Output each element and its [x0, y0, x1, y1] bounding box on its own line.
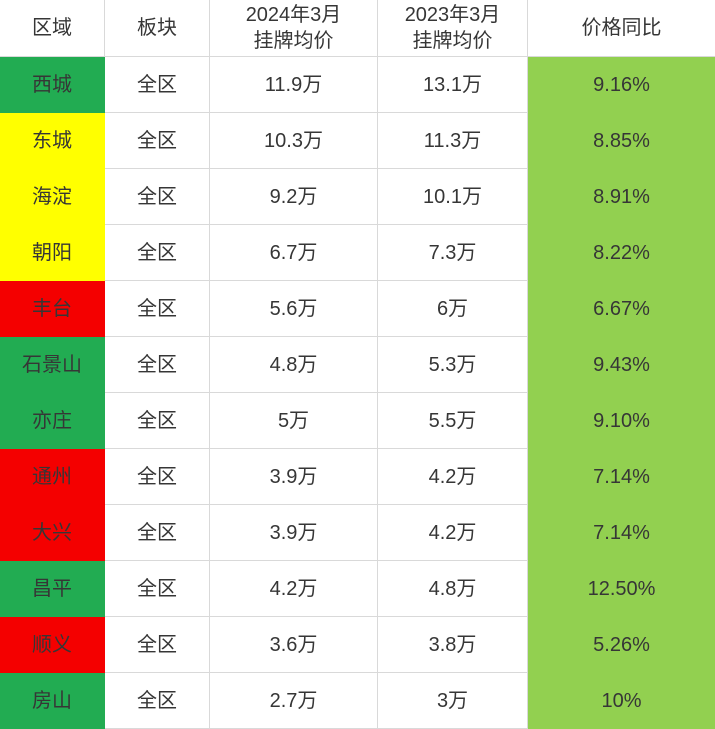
section-cell: 全区: [105, 449, 210, 505]
table-row: 西城 全区 11.9万 13.1万 9.16%: [0, 57, 715, 113]
price-2024-cell: 3.9万: [210, 449, 378, 505]
table-row: 海淀 全区 9.2万 10.1万 8.91%: [0, 169, 715, 225]
table-row: 大兴 全区 3.9万 4.2万 7.14%: [0, 505, 715, 561]
price-2023-cell: 4.2万: [378, 505, 528, 561]
yoy-cell: 7.14%: [528, 505, 715, 561]
price-2023-cell: 4.8万: [378, 561, 528, 617]
table-row: 朝阳 全区 6.7万 7.3万 8.22%: [0, 225, 715, 281]
yoy-cell: 8.85%: [528, 113, 715, 169]
price-2023-cell: 5.3万: [378, 337, 528, 393]
price-2023-cell: 7.3万: [378, 225, 528, 281]
section-cell: 全区: [105, 225, 210, 281]
table-row: 东城 全区 10.3万 11.3万 8.85%: [0, 113, 715, 169]
district-cell: 朝阳: [0, 225, 105, 281]
section-cell: 全区: [105, 57, 210, 113]
section-cell: 全区: [105, 169, 210, 225]
price-2024-cell: 6.7万: [210, 225, 378, 281]
table-row: 顺义 全区 3.6万 3.8万 5.26%: [0, 617, 715, 673]
price-2023-cell: 4.2万: [378, 449, 528, 505]
yoy-cell: 9.10%: [528, 393, 715, 449]
price-2023-cell: 6万: [378, 281, 528, 337]
header-district: 区域: [0, 0, 105, 57]
header-row: 区域 板块 2024年3月 挂牌均价 2023年3月 挂牌均价 价格同比: [0, 0, 715, 57]
header-yoy: 价格同比: [528, 0, 715, 57]
district-cell: 通州: [0, 449, 105, 505]
table-row: 昌平 全区 4.2万 4.8万 12.50%: [0, 561, 715, 617]
yoy-cell: 8.91%: [528, 169, 715, 225]
price-2023-cell: 3.8万: [378, 617, 528, 673]
price-2023-cell: 11.3万: [378, 113, 528, 169]
section-cell: 全区: [105, 113, 210, 169]
yoy-cell: 8.22%: [528, 225, 715, 281]
table-row: 通州 全区 3.9万 4.2万 7.14%: [0, 449, 715, 505]
header-section: 板块: [105, 0, 210, 57]
yoy-cell: 9.16%: [528, 57, 715, 113]
yoy-cell: 6.67%: [528, 281, 715, 337]
price-2024-cell: 4.2万: [210, 561, 378, 617]
table-row: 丰台 全区 5.6万 6万 6.67%: [0, 281, 715, 337]
price-2024-cell: 3.9万: [210, 505, 378, 561]
table-body: 西城 全区 11.9万 13.1万 9.16% 东城 全区 10.3万 11.3…: [0, 57, 715, 729]
price-2024-cell: 11.9万: [210, 57, 378, 113]
section-cell: 全区: [105, 281, 210, 337]
district-cell: 大兴: [0, 505, 105, 561]
price-2024-cell: 9.2万: [210, 169, 378, 225]
table-row: 房山 全区 2.7万 3万 10%: [0, 673, 715, 729]
district-cell: 丰台: [0, 281, 105, 337]
section-cell: 全区: [105, 673, 210, 729]
price-2024-cell: 10.3万: [210, 113, 378, 169]
price-2024-cell: 3.6万: [210, 617, 378, 673]
price-2024-cell: 4.8万: [210, 337, 378, 393]
yoy-cell: 10%: [528, 673, 715, 729]
price-2024-cell: 5万: [210, 393, 378, 449]
price-2023-cell: 10.1万: [378, 169, 528, 225]
district-cell: 石景山: [0, 337, 105, 393]
district-cell: 东城: [0, 113, 105, 169]
table-row: 亦庄 全区 5万 5.5万 9.10%: [0, 393, 715, 449]
yoy-cell: 9.43%: [528, 337, 715, 393]
yoy-cell: 7.14%: [528, 449, 715, 505]
section-cell: 全区: [105, 617, 210, 673]
section-cell: 全区: [105, 505, 210, 561]
price-2023-cell: 3万: [378, 673, 528, 729]
district-cell: 海淀: [0, 169, 105, 225]
district-cell: 昌平: [0, 561, 105, 617]
section-cell: 全区: [105, 561, 210, 617]
table-row: 石景山 全区 4.8万 5.3万 9.43%: [0, 337, 715, 393]
header-price-2023: 2023年3月 挂牌均价: [378, 0, 528, 57]
price-2024-cell: 2.7万: [210, 673, 378, 729]
price-2023-cell: 13.1万: [378, 57, 528, 113]
district-cell: 亦庄: [0, 393, 105, 449]
price-2023-cell: 5.5万: [378, 393, 528, 449]
header-price-2024: 2024年3月 挂牌均价: [210, 0, 378, 57]
yoy-cell: 5.26%: [528, 617, 715, 673]
section-cell: 全区: [105, 337, 210, 393]
district-cell: 顺义: [0, 617, 105, 673]
district-cell: 西城: [0, 57, 105, 113]
price-2024-cell: 5.6万: [210, 281, 378, 337]
section-cell: 全区: [105, 393, 210, 449]
district-cell: 房山: [0, 673, 105, 729]
yoy-cell: 12.50%: [528, 561, 715, 617]
